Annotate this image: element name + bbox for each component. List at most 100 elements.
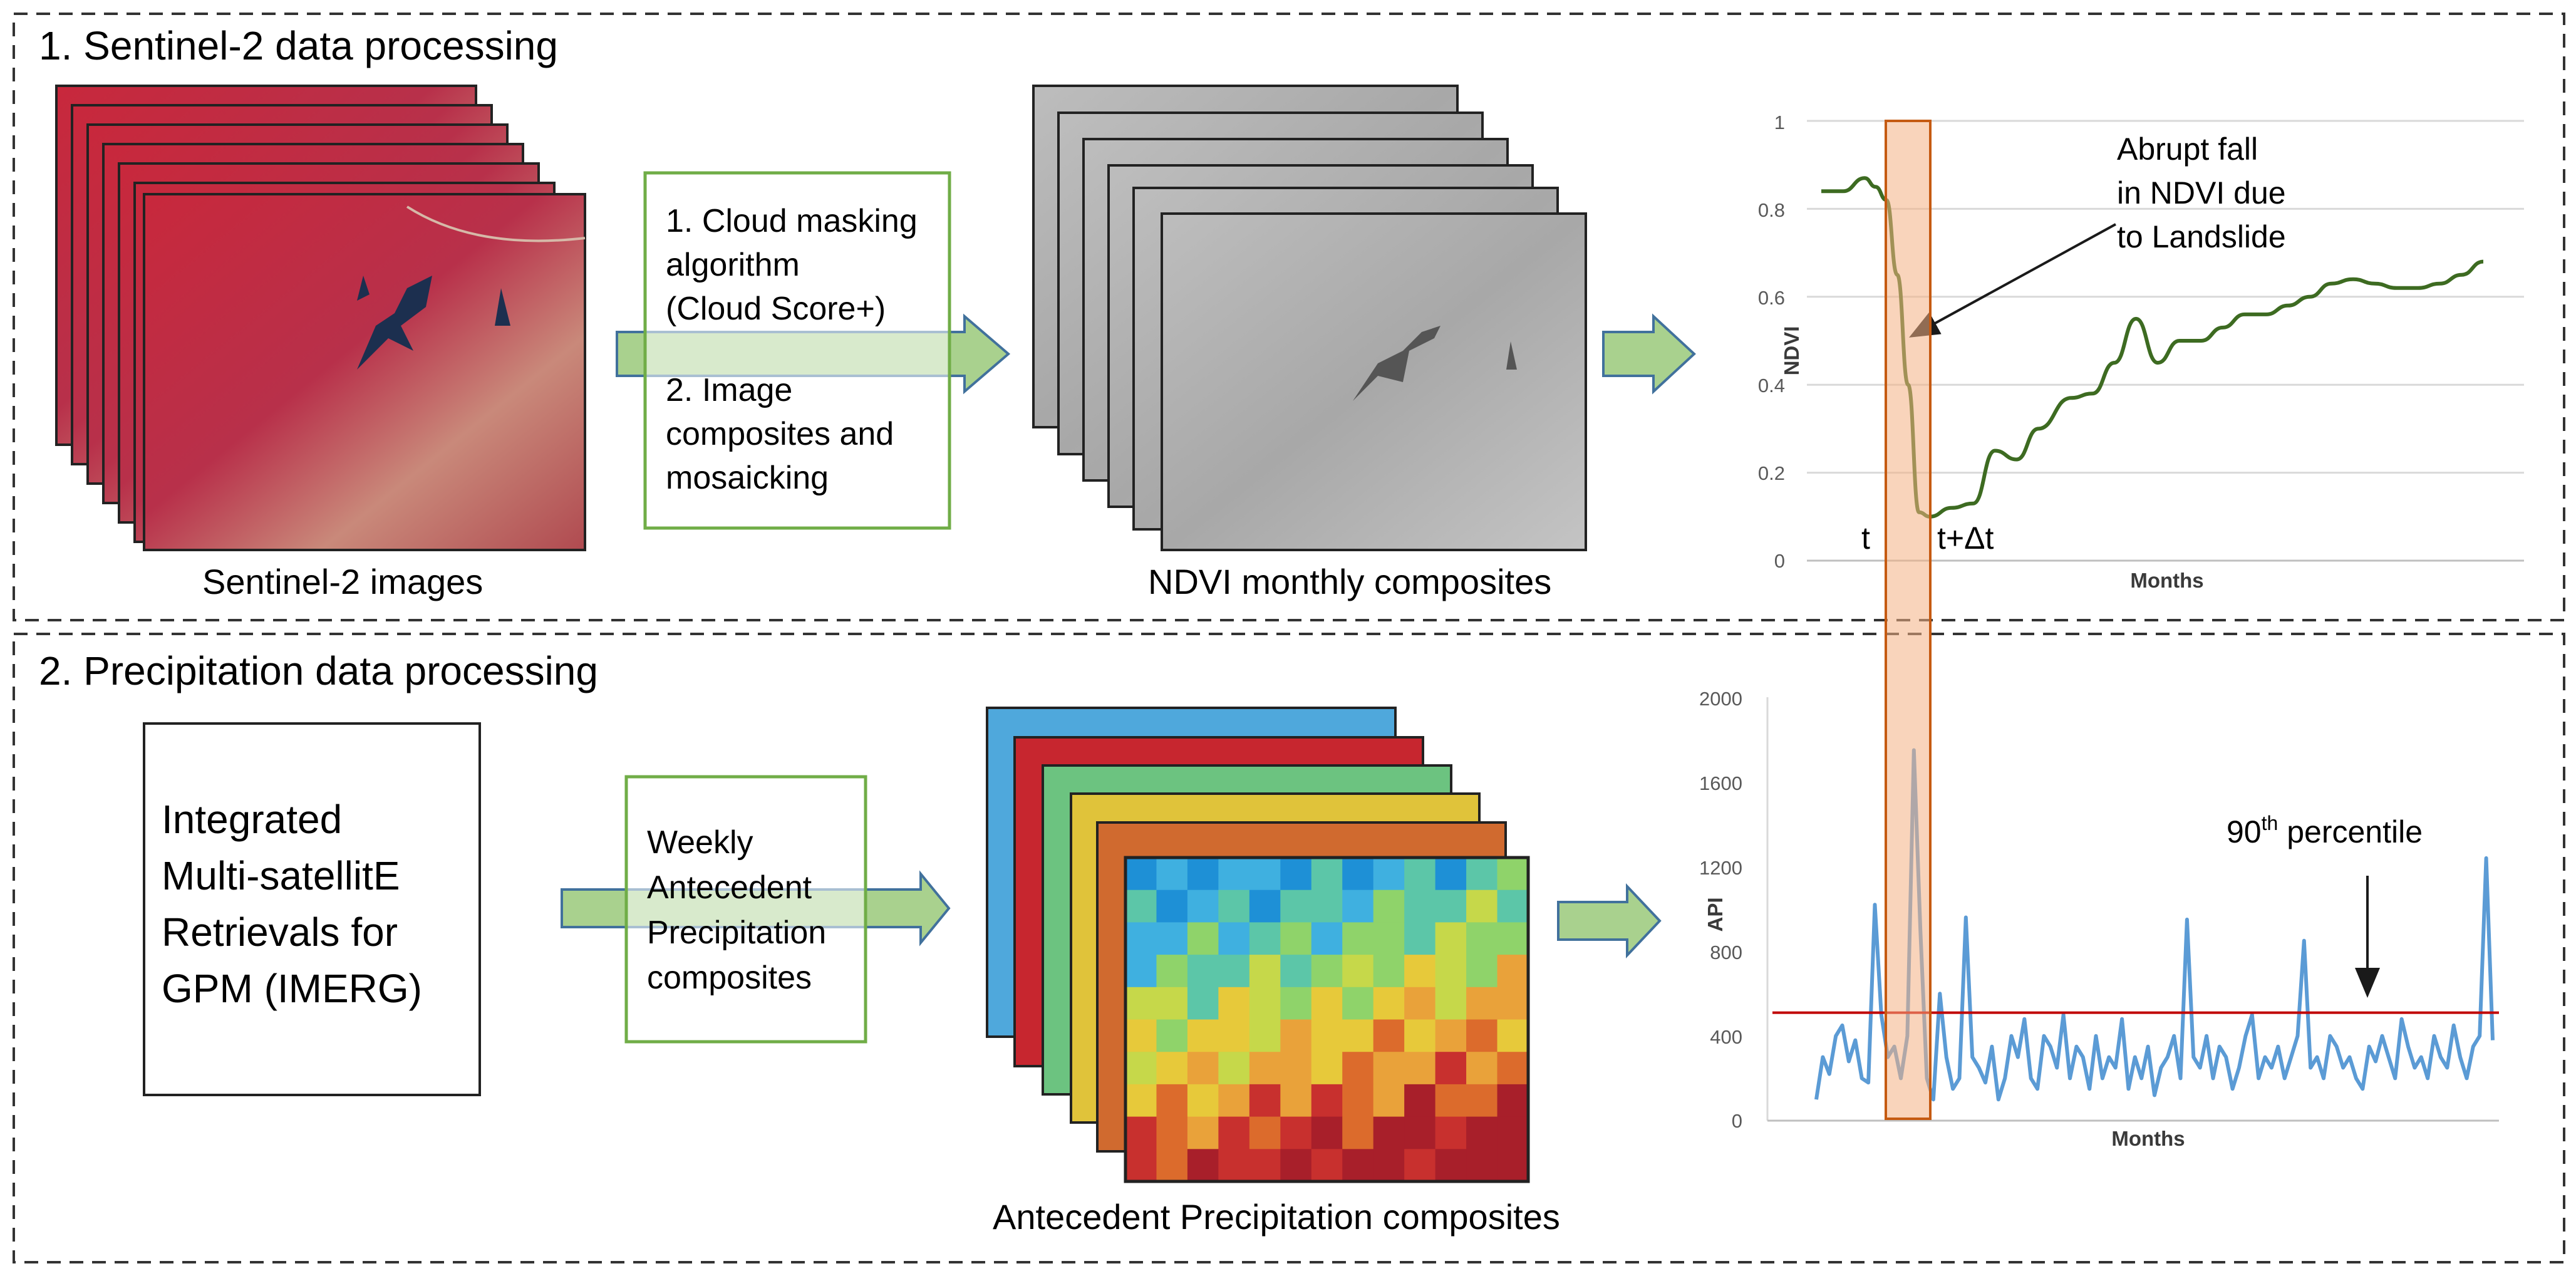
heatmap-front [1125,858,1528,1181]
heatmap-cell [1311,890,1343,923]
heatmap-cell [1497,1149,1528,1181]
heatmap-cell [1311,922,1343,955]
heatmap-cell [1218,890,1250,923]
heatmap-cell [1156,858,1188,891]
api-chart: 0 400 800 1200 1600 2000 API Months 90th… [1699,688,2499,1150]
heatmap-cell [1156,890,1188,923]
heatmap-cell [1342,858,1374,891]
heatmap-cell [1125,1116,1157,1149]
heatmap-cell [1187,1084,1219,1118]
section1-frame [13,13,2565,621]
heatmap-cell [1311,858,1343,891]
heatmap-cell [1466,922,1498,955]
ndvi-annotation-line: to Landslide [2117,219,2286,254]
heatmap-cell [1373,922,1405,955]
ndvi-front-image [1161,212,1587,551]
ndvi-ytick: 0 [1774,550,1785,572]
heatmap-cell [1125,1052,1157,1085]
heatmap-cell [1497,858,1528,891]
heatmap-cell [1435,1116,1467,1149]
heatmap-cell [1466,1116,1498,1149]
heatmap-cell [1311,1019,1343,1052]
heatmap-cell [1187,987,1219,1020]
heatmap-cell [1125,1084,1157,1118]
heatmap-cell [1187,1116,1219,1149]
heatmap-cell [1156,922,1188,955]
heatmap-cell [1466,858,1498,891]
heatmap-cell [1497,987,1528,1020]
heatmap-cell [1125,1019,1157,1052]
heatmap-cell [1249,1084,1281,1118]
heatmap-cell [1125,955,1157,988]
heatmap-cell [1466,1084,1498,1118]
api-threshold-label: 90th percentile [2227,812,2423,849]
heatmap-cell [1373,1116,1405,1149]
arrow-to-ndvi-chart [1602,313,1696,395]
step-line: mosaicking [666,460,829,496]
threshold-number: 90 [2227,814,2262,849]
ndvi-annotation-arrow [1908,223,2116,338]
api-ytick: 0 [1732,1110,1742,1132]
heatmap-cell [1280,987,1312,1020]
heatmap-cell [1373,955,1405,988]
heatmap-cell [1187,922,1219,955]
sentinel-caption: Sentinel-2 images [202,562,483,601]
section2-frame [13,633,2565,1263]
heatmap-cell [1311,987,1343,1020]
heatmap-cell [1373,858,1405,891]
heatmap-cell [1311,1052,1343,1085]
threshold-rest: percentile [2278,814,2423,849]
heatmap-cell [1125,858,1157,891]
heatmap-cell [1342,1116,1374,1149]
heatmap-cell [1218,858,1250,891]
ndvi-ylabel: NDVI [1780,326,1803,376]
imerg-line: GPM (IMERG) [162,966,422,1011]
landslide-highlight-band [1885,120,1932,1120]
imerg-box: Integrated Multi-satellitE Retrievals fo… [143,722,481,1096]
heatmap-cell [1497,955,1528,988]
heatmap-cell [1435,987,1467,1020]
api-ytick: 400 [1710,1026,1742,1048]
heatmap-cell [1342,987,1374,1020]
heatmap-cell [1466,1052,1498,1085]
heatmap-cell [1280,1019,1312,1052]
ndvi-t-label: t [1861,521,1870,556]
heatmap-cell [1497,1019,1528,1052]
ndvi-image-stack [1032,85,1587,551]
step-line: algorithm [666,247,800,283]
heatmap-cell [1187,955,1219,988]
heatmap-cell [1280,1149,1312,1181]
heatmap-cell [1187,1019,1219,1052]
heatmap-cell [1404,1149,1436,1181]
heatmap-cell [1280,1116,1312,1149]
heatmap-cell [1497,1052,1528,1085]
ndvi-ytick: 0.8 [1758,199,1785,221]
heatmap-cell [1435,1019,1467,1052]
antecedent-caption: Antecedent Precipitation composites [993,1197,1560,1237]
heatmap-cell [1435,955,1467,988]
heatmap-cell [1125,1149,1157,1181]
heatmap-cell [1373,1019,1405,1052]
heatmap-cell [1249,1116,1281,1149]
sentinel-image-stack [55,85,586,551]
heatmap-cell [1218,1149,1250,1181]
heatmap-cell [1497,1084,1528,1118]
arrow-to-api-chart [1557,883,1662,959]
heatmap-cell [1280,858,1312,891]
sentinel-front-image [143,193,586,551]
heatmap-cell [1125,890,1157,923]
weekly-box: Weekly Antecedent Precipitation composit… [624,775,867,1044]
heatmap-cell [1156,955,1188,988]
heatmap-cell [1311,955,1343,988]
heatmap-cell [1249,858,1281,891]
heatmap-cell [1342,890,1374,923]
heatmap-cell [1156,1149,1188,1181]
heatmap-cell [1373,1052,1405,1085]
heatmap-cell [1342,1084,1374,1118]
ndvi-xlabel: Months [2130,569,2203,592]
section2-title: 2. Precipitation data processing [39,648,598,693]
heatmap-cell [1404,1084,1436,1118]
heatmap-cell [1249,922,1281,955]
heatmap-cell [1404,890,1436,923]
